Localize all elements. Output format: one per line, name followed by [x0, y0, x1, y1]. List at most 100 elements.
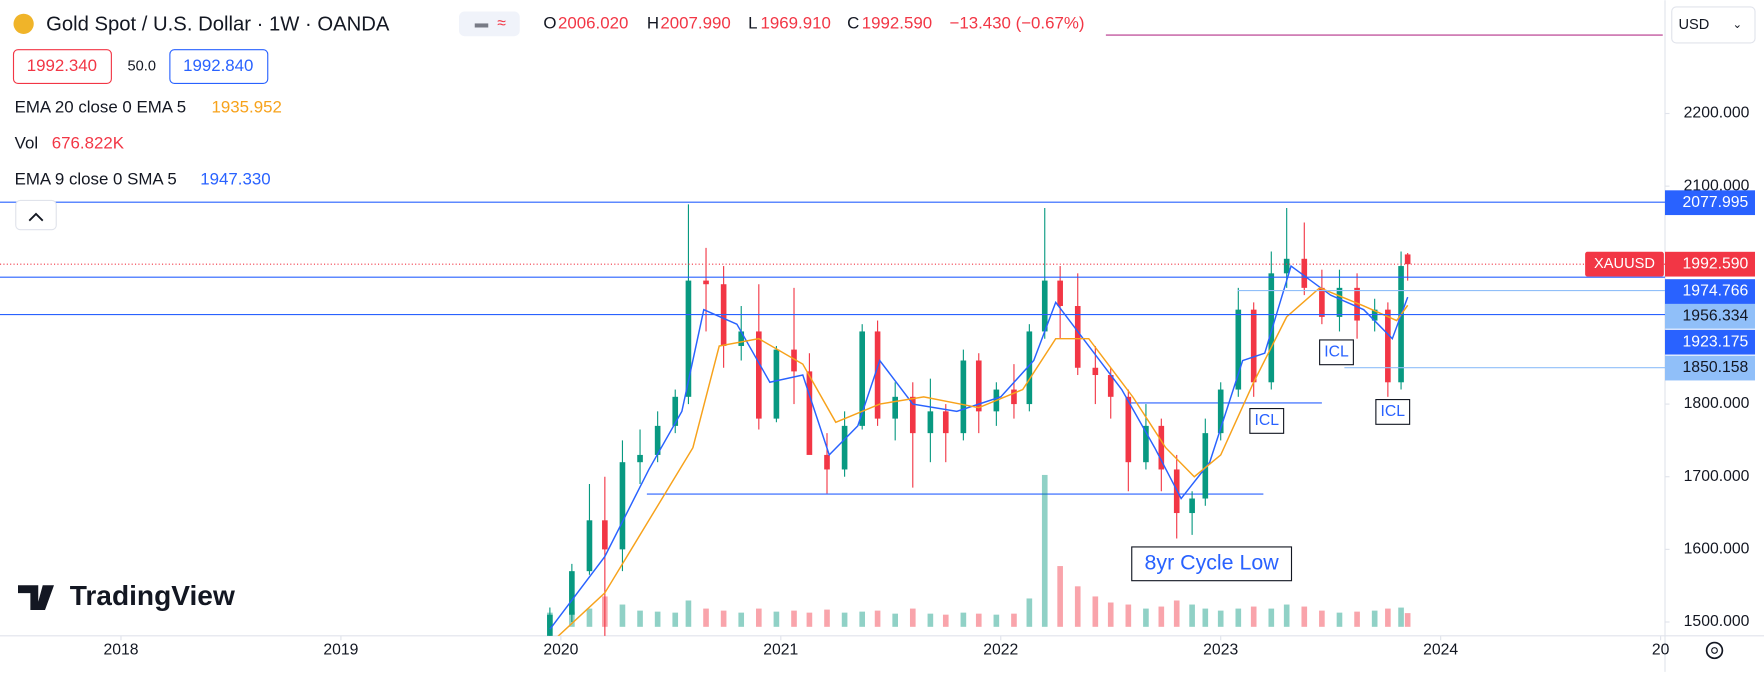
volume-bar: [1268, 608, 1275, 627]
annotation: ICL: [1324, 343, 1349, 360]
indicator-toggle[interactable]: [459, 11, 520, 37]
candle-body: [806, 371, 813, 455]
currency-select[interactable]: [1671, 6, 1756, 44]
candle-body: [1026, 331, 1033, 405]
candle-body: [1283, 258, 1290, 274]
candle-body: [756, 331, 762, 419]
candle-body: [975, 360, 982, 412]
ohlc-key: H: [647, 13, 659, 32]
watermark: TradingView: [70, 580, 235, 611]
candle-body: [619, 462, 626, 550]
level-label: 1974.766: [1683, 283, 1749, 300]
x-tick-label: 2019: [323, 642, 358, 659]
last-price-label: 1992.590: [1683, 255, 1749, 272]
candle-body: [1189, 498, 1195, 514]
volume-bar: [720, 610, 727, 627]
level-label: 1923.175: [1683, 333, 1749, 350]
volume-bar: [1107, 602, 1114, 627]
level-label: 1850.158: [1683, 359, 1749, 376]
settings-icon[interactable]: [1705, 641, 1724, 660]
currency: USD: [1679, 17, 1710, 33]
volume-bar: [1217, 610, 1224, 627]
candle-body: [1125, 396, 1132, 463]
watermark-logo: [18, 585, 54, 610]
y-tick-label: 2200.000: [1684, 105, 1750, 122]
candle-body: [637, 454, 643, 463]
candle-body: [1404, 254, 1411, 265]
volume-bar: [1404, 613, 1411, 627]
candle-body: [927, 411, 934, 434]
candle-body: [1057, 280, 1063, 307]
volume-bar: [756, 608, 762, 627]
volume-bar: [672, 612, 679, 627]
buy-button[interactable]: [169, 49, 269, 85]
candle-body: [547, 614, 553, 636]
volume-bar: [738, 612, 745, 627]
candle-body: [1074, 306, 1081, 368]
y-tick-label: 1700.000: [1684, 468, 1750, 485]
level-label: 1956.334: [1683, 307, 1749, 324]
candle-body: [586, 520, 593, 572]
volume-bar: [1398, 607, 1404, 627]
collapse-icon: [28, 212, 44, 222]
annotation-box: [1375, 399, 1411, 425]
volume-bar: [1189, 604, 1195, 627]
volume-bar: [791, 610, 797, 627]
x-tick-label: 20: [1652, 642, 1670, 659]
level-badge: [1665, 279, 1755, 304]
volume-bar: [975, 613, 982, 627]
volume-bar: [619, 604, 626, 627]
candle-body: [1301, 258, 1308, 288]
candle-body: [672, 396, 679, 426]
spread: 50.0: [128, 58, 156, 74]
x-tick-label: 2024: [1423, 642, 1458, 659]
candle-body: [1092, 367, 1099, 376]
level-badge: [1665, 329, 1755, 355]
volume-bar: [1011, 613, 1017, 627]
volume-bar: [1283, 604, 1290, 627]
ohlc-key: L: [748, 13, 757, 32]
annotation: ICL: [1380, 403, 1405, 420]
last-price-badge: [1665, 251, 1755, 277]
volume-bar: [1125, 604, 1132, 627]
annotation-box: [1131, 546, 1293, 582]
volume-bar: [1057, 566, 1063, 627]
annotation-box: [1319, 339, 1354, 366]
legend-name: Vol: [15, 134, 38, 153]
volume-bar: [1026, 598, 1033, 627]
volume-bar: [1202, 608, 1209, 627]
volume-bar: [1250, 606, 1257, 627]
candle-body: [1143, 425, 1149, 463]
candle-body: [859, 331, 866, 426]
ohlc-key: C: [847, 13, 859, 32]
ohlc-value: 1992.590: [862, 13, 932, 32]
volume-bar: [960, 612, 967, 627]
candle-body: [738, 331, 745, 346]
symbol-title: Gold Spot / U.S. Dollar · 1W · OANDA: [46, 13, 390, 35]
volume-bar: [685, 600, 692, 627]
volume-bar: [1319, 610, 1325, 627]
level-badge: [1665, 355, 1755, 381]
ohlc-key: O: [543, 13, 556, 32]
volume-bar: [773, 611, 780, 627]
symbol-label: XAUUSD: [1594, 256, 1655, 272]
volume-bar: [1301, 606, 1308, 627]
candle-body: [1011, 389, 1017, 405]
candle-body: [791, 349, 797, 372]
volume-bar: [942, 614, 949, 627]
volume-bar: [1158, 606, 1165, 627]
candle-body: [892, 396, 898, 419]
volume-bar: [909, 608, 916, 627]
volume-bar: [703, 608, 709, 627]
volume-bar: [654, 611, 661, 627]
volume-bar: [1074, 586, 1081, 627]
candle-body: [1268, 273, 1275, 383]
sell-button[interactable]: [12, 49, 112, 85]
y-tick-label: 1800.000: [1684, 395, 1750, 412]
legend-name: EMA 20 close 0 EMA 5: [15, 98, 187, 117]
toggle-icon: ≈: [497, 15, 506, 32]
candle-body: [1354, 287, 1360, 321]
candle-body: [909, 396, 916, 434]
sell-price: 1992.340: [27, 56, 97, 75]
